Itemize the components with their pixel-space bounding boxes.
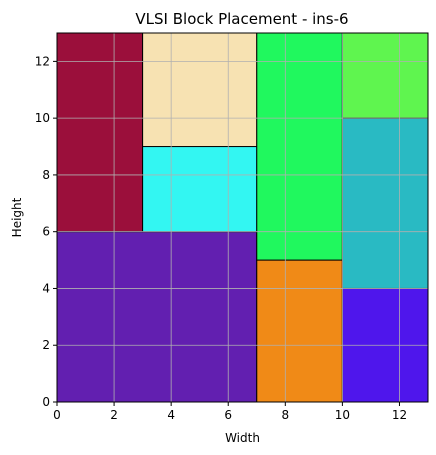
x-tick-label: 12 [392, 408, 407, 422]
x-axis-label: Width [225, 431, 260, 445]
x-tick-label: 10 [335, 408, 350, 422]
placement-block [341, 117, 429, 289]
y-tick-label: 4 [42, 281, 50, 295]
placement-block [142, 32, 258, 148]
placement-block [142, 146, 258, 233]
placement-block [256, 32, 343, 261]
y-tick-label: 12 [35, 54, 50, 68]
placement-block [256, 259, 343, 403]
y-tick-label: 2 [42, 338, 50, 352]
axis-ticks: 0 2 4 6 8 10 12 0 2 4 6 8 10 12 [35, 54, 407, 422]
placement-block [56, 32, 144, 233]
x-tick-label: 8 [281, 408, 289, 422]
y-tick-label: 0 [42, 395, 50, 409]
placement-block [56, 231, 258, 403]
placement-block [341, 32, 429, 119]
chart-title: VLSI Block Placement - ins-6 [135, 10, 348, 28]
y-tick-label: 10 [35, 111, 50, 125]
y-axis-label: Height [10, 197, 24, 237]
plot-frame [56, 32, 429, 403]
x-tick-label: 0 [53, 408, 61, 422]
x-tick-label: 2 [110, 408, 118, 422]
blocks-layer [56, 32, 429, 403]
x-tick-label: 6 [224, 408, 232, 422]
x-tick-label: 4 [167, 408, 175, 422]
y-tick-label: 6 [42, 225, 50, 239]
y-tick-label: 8 [42, 168, 50, 182]
